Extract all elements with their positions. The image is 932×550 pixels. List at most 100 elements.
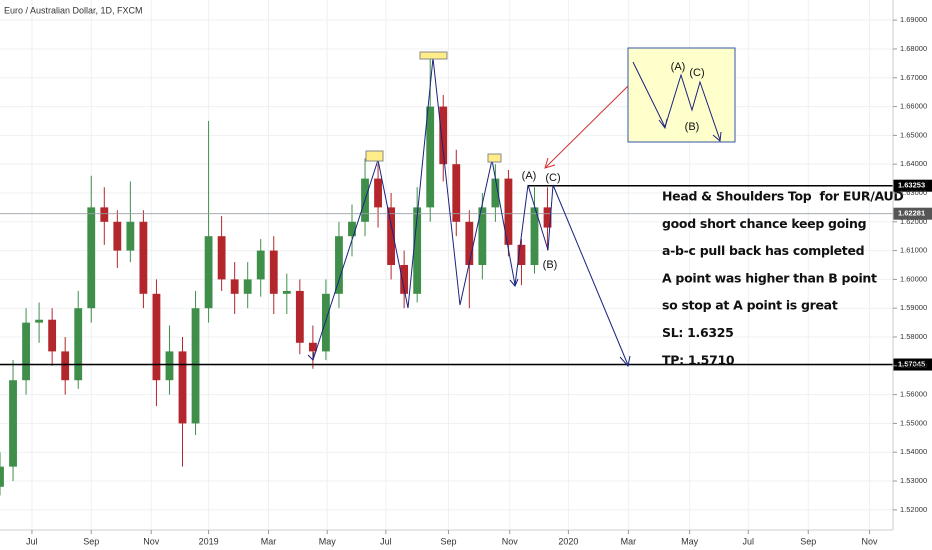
y-tick-label: 1.65000 [900,130,927,139]
candle-body [269,250,278,294]
y-tick-label: 1.69000 [900,15,927,24]
y-tick-label: 1.62000 [900,217,927,226]
candle-body [178,351,187,424]
candle-body [465,221,474,265]
candle-body [87,207,96,309]
arrow-head [544,157,556,169]
candle-body [139,221,148,294]
candle-body [0,466,4,487]
x-tick-label: Nov [862,536,879,546]
y-tick-label: 1.54000 [900,447,927,456]
candle-body [217,236,226,280]
candle-body [152,293,161,381]
candle-body [243,279,252,294]
y-tick-label: 1.56000 [900,390,927,399]
wave-label: (B) [543,259,558,271]
candle-body [35,319,44,323]
candle-body [165,351,174,381]
candle-body [100,207,109,222]
shoulder-marker [365,150,384,162]
candle-body [191,308,200,424]
pointer-arrow [545,85,629,168]
candle-body [230,279,239,294]
x-tick-label: Jul [743,536,755,546]
price-label-bg [893,179,932,192]
candle-body [374,178,382,208]
candle-body [517,244,526,265]
arrow-head [509,278,519,287]
candle-body [9,380,17,467]
candle-body [61,351,70,381]
candle-body [478,207,487,265]
shoulder-marker [487,153,502,163]
candle-body [74,308,83,381]
x-tick-label: Sep [440,536,456,546]
y-tick-label: 1.64000 [900,159,927,168]
arrow-head [712,131,722,142]
x-tick-label: Mar [621,536,637,546]
y-tick-label: 1.67000 [900,73,927,82]
candle-body [387,207,396,265]
levels: 1.63253 1.62281 1.57045 [0,179,932,371]
x-tick-label: Sep [800,536,816,546]
head-marker [419,51,448,60]
candle-body [204,236,213,309]
y-tick-label: 1.61000 [900,246,927,255]
wave-label: (C) [545,172,560,184]
inset-label: (A) [671,61,686,73]
chart-title: Euro / Australian Dollar, 1D, FXCM [4,5,143,15]
abc-projection-line [514,184,629,366]
y-tick-label: 1.53000 [900,476,927,485]
y-tick-label: 1.59000 [900,303,927,312]
inset-label: (B) [685,121,700,133]
price-label-bg [893,358,932,371]
annotation: TP: 1.5710 [662,352,735,367]
y-tick-label: 1.58000 [900,332,927,341]
x-tick-label: Jul [380,536,392,546]
candle-body [22,322,30,381]
x-tick-label: Nov [143,536,160,546]
annotation: a-b-c pull back has completed [662,243,864,258]
y-tick-label: 1.55000 [900,418,927,427]
x-tick-label: Nov [502,536,519,546]
arrow-head [307,351,315,362]
y-tick-label: 1.57000 [900,361,927,370]
y-tick-label: 1.68000 [900,44,927,53]
candle-body [439,106,448,165]
price-label: 1.57045 [898,360,925,369]
candle-body [295,290,304,343]
x-tick-label: May [319,536,337,546]
candle-body [322,293,330,352]
x-tick-label: May [681,536,699,546]
candle-body [543,207,552,228]
y-tick-label: 1.60000 [900,274,927,283]
x-tick-label: Sep [83,536,99,546]
candle-body [452,164,461,222]
annotation: SL: 1.6325 [662,325,734,340]
annotation: A point was higher than B point [662,270,877,285]
inset-box [627,47,736,143]
candle-body [282,290,291,294]
price-label-bg [893,207,932,220]
candle-body [426,106,435,208]
x-tick-label: 2020 [558,536,578,546]
candle-body [530,207,539,265]
x-tick-label: 2019 [199,536,219,546]
y-tick-label: 1.66000 [900,102,927,111]
arrow-head [658,118,668,130]
y-tick-label: 1.63000 [900,188,927,197]
drawings [307,47,736,368]
annotation: good short chance keep going [662,216,866,231]
candles [0,54,552,496]
inset-label: (C) [689,67,704,79]
candle-body [400,265,409,294]
arrow-head [619,355,631,368]
candle-body [413,207,422,294]
axis-labels: 1.52000 1.53000 1.54000 1.55000 1.56000 1.570… [26,15,927,546]
price-label: 1.62281 [898,209,925,218]
price-label: 1.63253 [898,181,925,190]
y-tick-label: 1.52000 [900,505,927,514]
annotations: Head & Shoulders Top for EUR/AUD good sho… [662,189,904,368]
inset-wave [632,61,721,141]
candle-body [256,250,265,280]
